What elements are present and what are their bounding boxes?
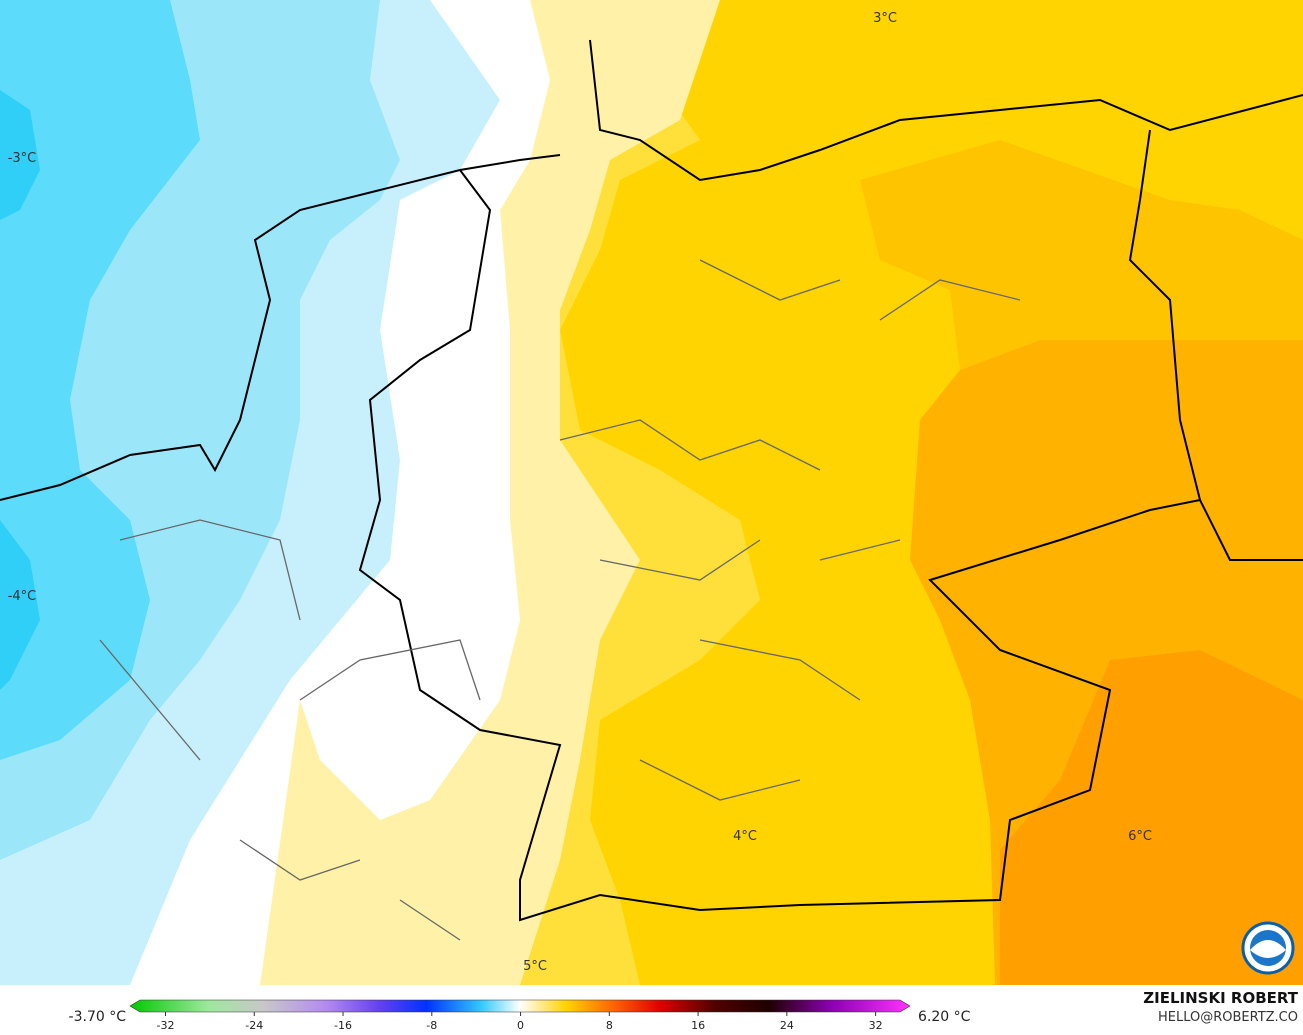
yellow-orange-field [860, 140, 1303, 370]
dark-orange-field [1000, 650, 1303, 985]
colorbar-min: -3.70 °C [69, 1009, 127, 1025]
contour-label: -4°C [8, 589, 37, 604]
map: -3°C -4°C 3°C 4°C 6°C 5°C [0, 0, 1303, 985]
contour-label: -3°C [8, 151, 37, 166]
colorbar-tick-label: -8 [426, 1019, 437, 1032]
noaa-logo [1241, 921, 1295, 975]
contour-label: 3°C [873, 11, 897, 26]
colorbar-max: 6.20 °C [918, 1009, 971, 1025]
credit-site: HELLO@ROBERTZ.CO [1158, 1010, 1298, 1025]
credit-name: ZIELINSKI ROBERT [1143, 989, 1298, 1007]
colorbar-tick-label: 24 [780, 1019, 794, 1032]
contour-label: 4°C [733, 829, 757, 844]
colorbar [129, 999, 911, 1013]
colorbar-tick-label: 32 [869, 1019, 883, 1032]
regional-borders [99, 259, 1021, 941]
colorbar-tick-label: -32 [157, 1019, 175, 1032]
colorbar-tick-label: 8 [606, 1019, 613, 1032]
cyan-field [0, 0, 200, 760]
contour-label: 5°C [523, 959, 547, 974]
contour-label: 6°C [1128, 829, 1152, 844]
colorbar-tick-label: -24 [245, 1019, 263, 1032]
borders [0, 39, 1303, 922]
colorbar-tick-label: -16 [334, 1019, 352, 1032]
deep-cyan-field [0, 90, 40, 690]
colorbar-tick-label: 0 [517, 1019, 524, 1032]
colorbar-tick-label: 16 [691, 1019, 705, 1032]
